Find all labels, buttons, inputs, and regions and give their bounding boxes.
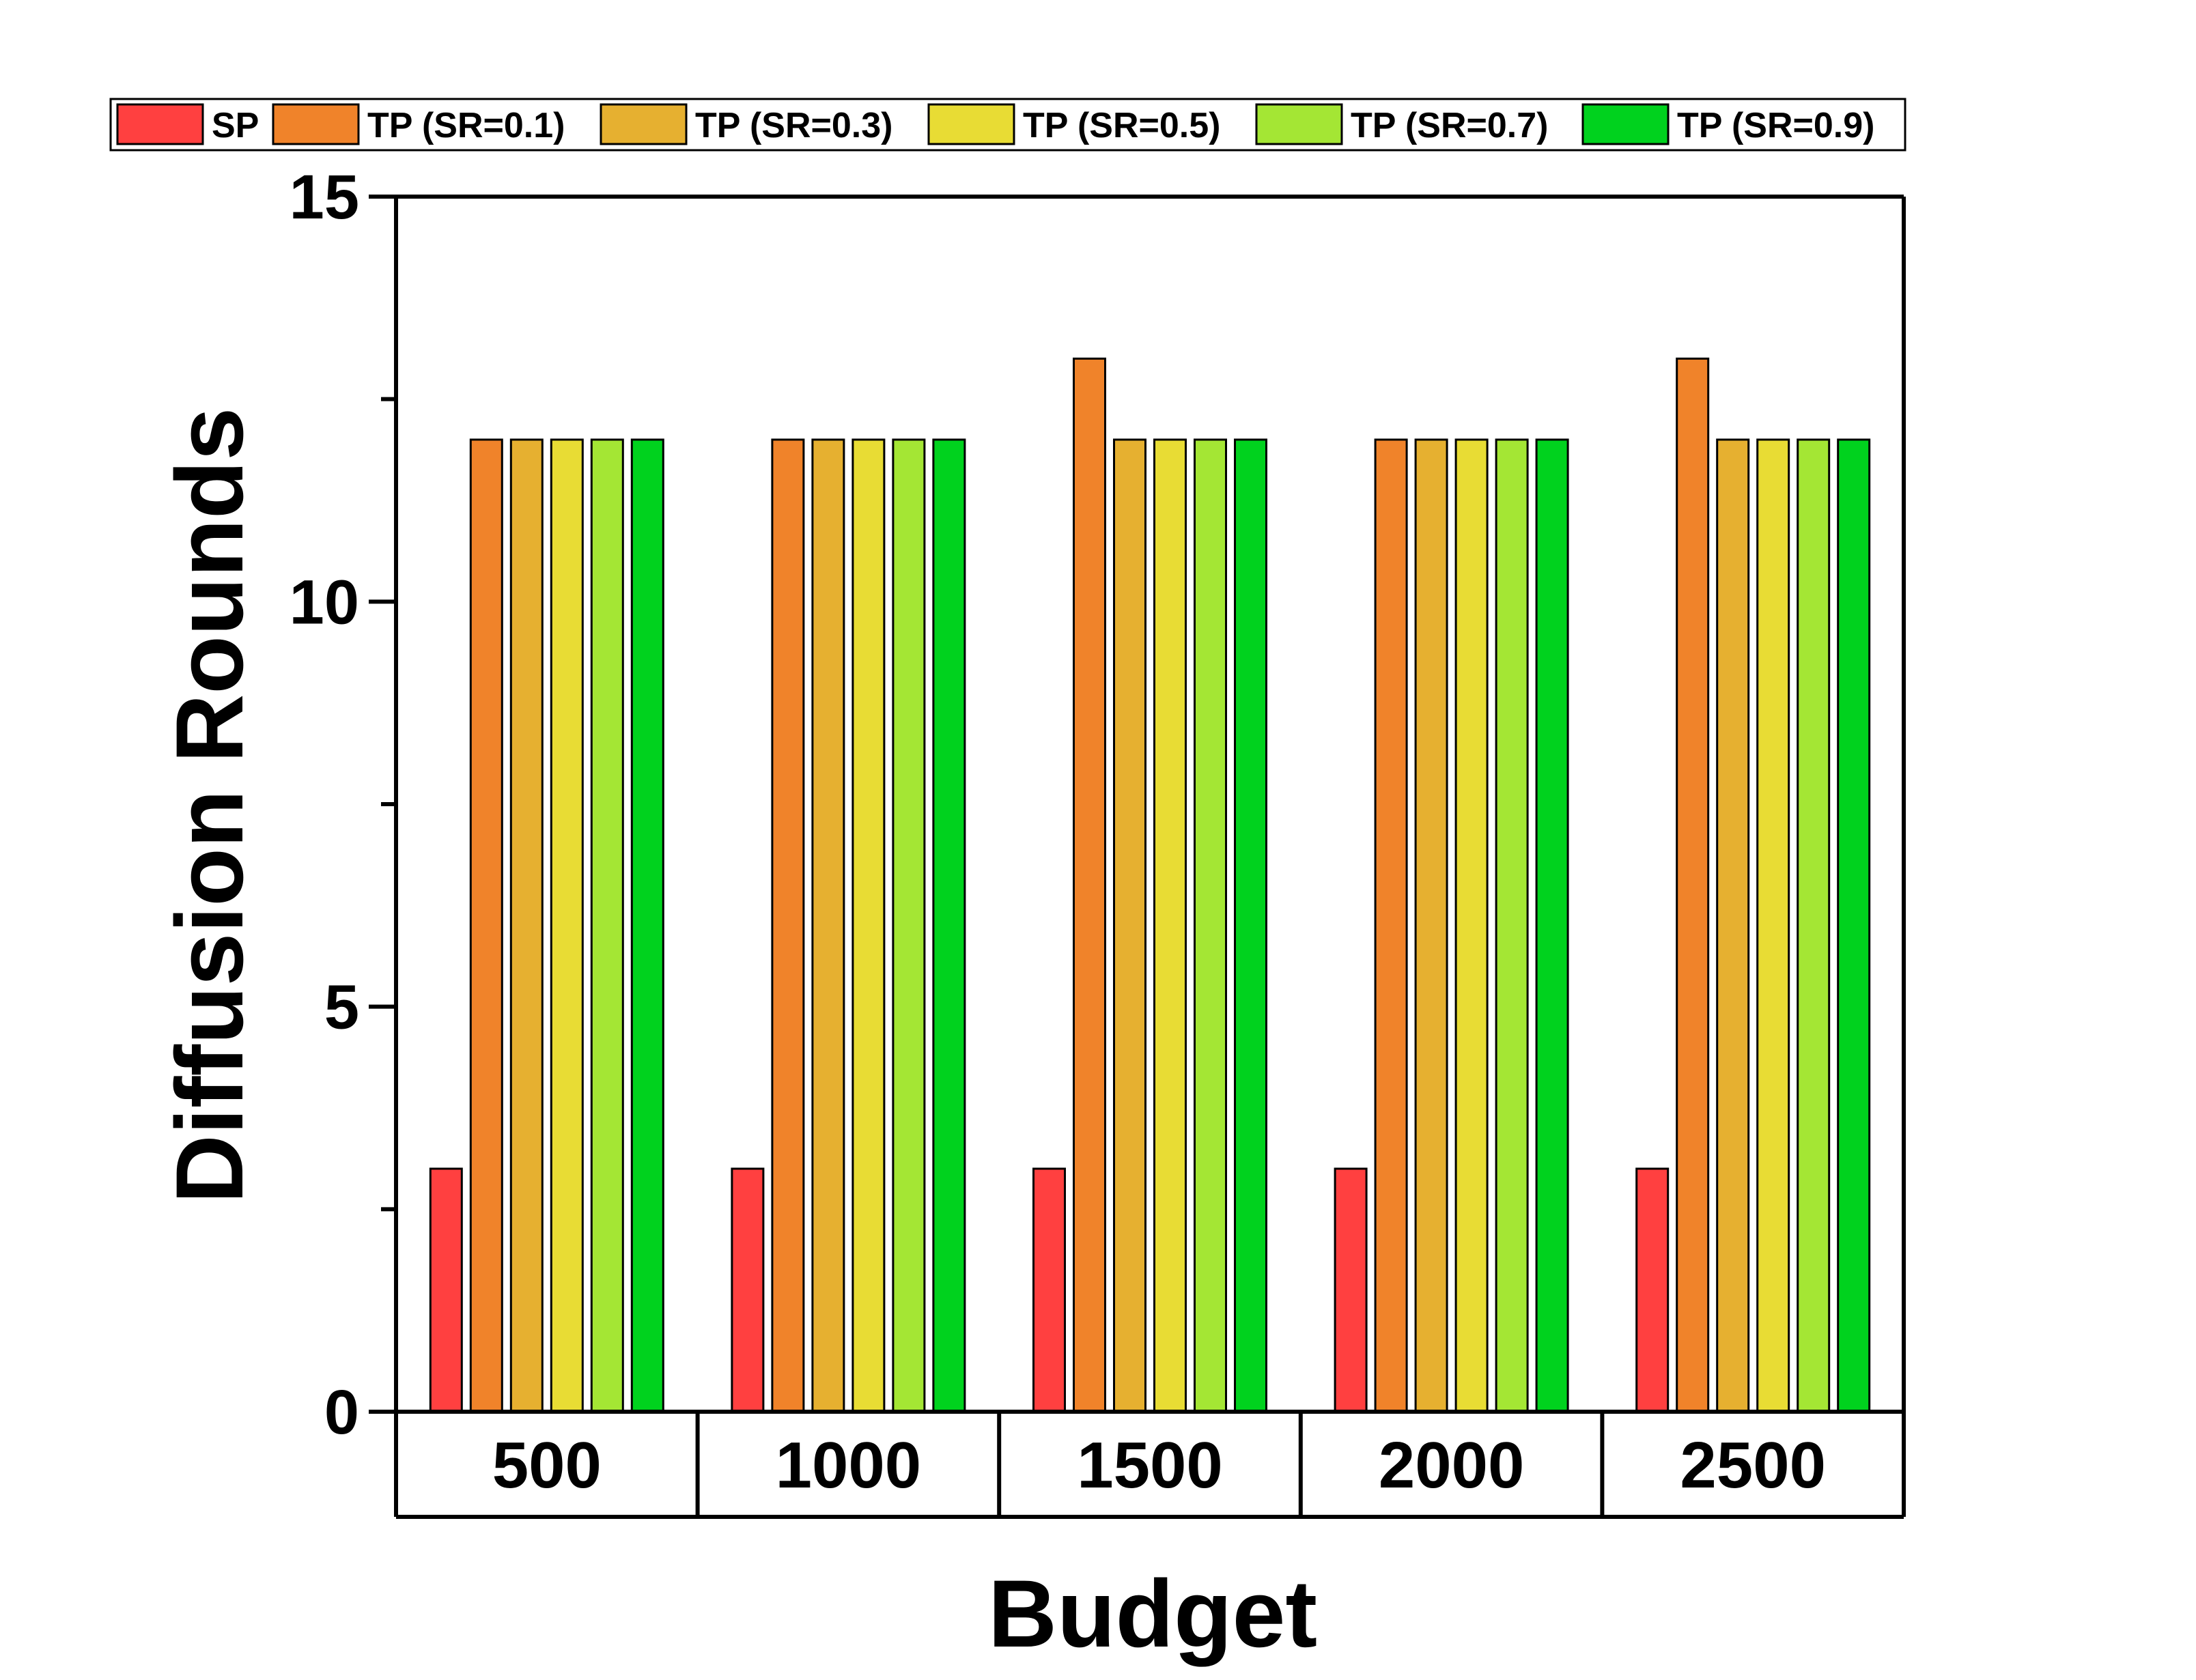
bar-tp-sr-0-7--2000: [1495, 438, 1529, 1413]
x-category-label: 2000: [1379, 1429, 1525, 1502]
bar-tp-sr-0-3--2500: [1716, 438, 1750, 1413]
bar-tp-sr-0-3--1000: [811, 438, 845, 1413]
bar-sp-1000: [731, 1167, 765, 1413]
legend-swatch-tp-sr-0-7-: [1255, 103, 1343, 145]
bar-sp-2000: [1334, 1167, 1368, 1413]
bar-tp-sr-0-1--2500: [1676, 357, 1710, 1413]
y-tick-label: 10: [290, 567, 359, 637]
y-tick-label: 5: [324, 973, 359, 1042]
bar-tp-sr-0-7--2500: [1797, 438, 1831, 1413]
bar-tp-sr-0-9--2000: [1535, 438, 1569, 1413]
bar-tp-sr-0-7--500: [590, 438, 624, 1413]
y-tick-label: 15: [290, 162, 359, 232]
bar-sp-1500: [1032, 1167, 1066, 1413]
bar-sp-500: [429, 1167, 463, 1413]
bar-tp-sr-0-1--1500: [1073, 357, 1106, 1413]
legend-label: TP (SR=0.1): [367, 106, 565, 145]
bar-tp-sr-0-9--1500: [1234, 438, 1267, 1413]
legend: SP TP (SR=0.1) TP (SR=0.3) TP (SR=0.5) TP (S…: [109, 98, 1906, 152]
bar-tp-sr-0-3--500: [509, 438, 544, 1413]
legend-swatch-tp-sr-0-1-: [272, 103, 360, 145]
bar-tp-sr-0-3--1500: [1113, 438, 1146, 1413]
x-category-label: 1500: [1077, 1429, 1223, 1502]
bar-tp-sr-0-5--1500: [1153, 438, 1187, 1413]
legend-label: TP (SR=0.9): [1677, 106, 1874, 145]
y-tick-label: 0: [324, 1378, 359, 1447]
bar-tp-sr-0-9--2500: [1837, 438, 1871, 1413]
x-category-label: 500: [492, 1429, 602, 1502]
legend-swatch-tp-sr-0-3-: [600, 103, 688, 145]
bar-tp-sr-0-5--500: [550, 438, 584, 1413]
bar-tp-sr-0-3--2000: [1414, 438, 1448, 1413]
bar-tp-sr-0-9--500: [630, 438, 664, 1413]
legend-label: TP (SR=0.5): [1023, 106, 1220, 145]
legend-label: TP (SR=0.3): [695, 106, 892, 145]
x-axis-title: Budget: [988, 1560, 1317, 1667]
bar-tp-sr-0-5--1000: [851, 438, 886, 1413]
bar-tp-sr-0-7--1500: [1194, 438, 1227, 1413]
bar-tp-sr-0-1--500: [469, 438, 503, 1413]
axes-group: 0 5 10 15 500 1000 1500 2000 2500: [290, 162, 1906, 1519]
bar-sp-2500: [1635, 1167, 1670, 1413]
x-category-label: 2500: [1680, 1429, 1826, 1502]
legend-swatch-tp-sr-0-9-: [1581, 103, 1670, 145]
bar-tp-sr-0-9--1000: [932, 438, 966, 1413]
bar-tp-sr-0-5--2500: [1756, 438, 1790, 1413]
bars-group: [429, 357, 1871, 1413]
legend-label: TP (SR=0.7): [1351, 106, 1548, 145]
legend-swatch-tp-sr-0-5-: [927, 103, 1015, 145]
bar-tp-sr-0-1--2000: [1374, 438, 1408, 1413]
x-category-label: 1000: [776, 1429, 922, 1502]
bar-tp-sr-0-1--1000: [771, 438, 805, 1413]
legend-swatch-sp: [116, 103, 204, 145]
legend-label: SP: [212, 106, 259, 145]
y-axis-title: Diffusion Rounds: [156, 408, 263, 1204]
bar-tp-sr-0-7--1000: [892, 438, 926, 1413]
bar-tp-sr-0-5--2000: [1454, 438, 1489, 1413]
